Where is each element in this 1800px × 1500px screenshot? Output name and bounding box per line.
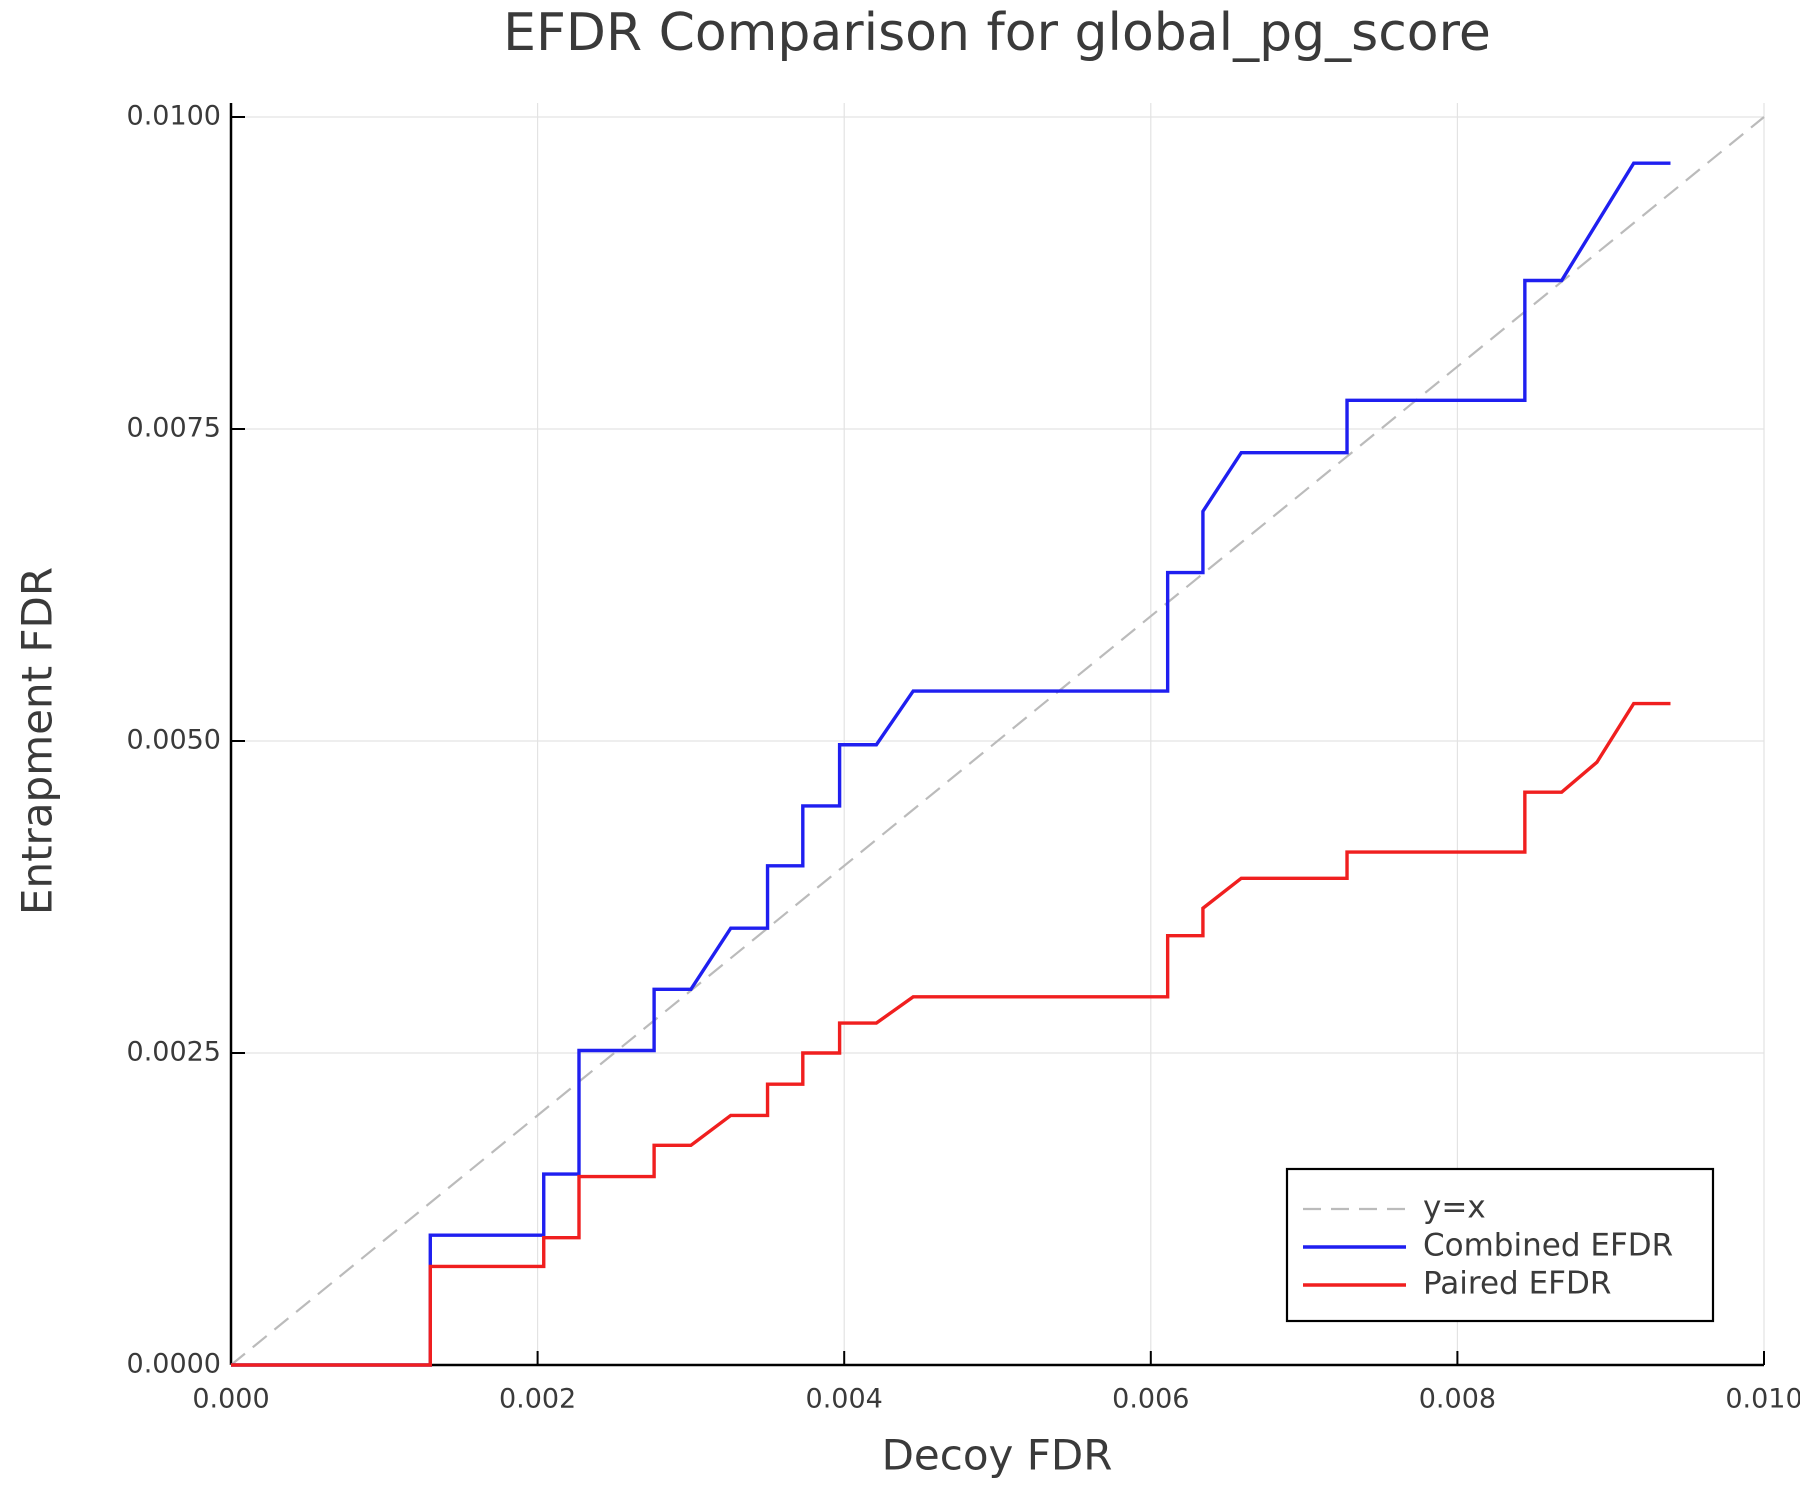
series-line bbox=[230, 116, 1765, 1366]
x-axis-label: Decoy FDR bbox=[882, 1431, 1113, 1480]
x-tick-label: 0.010 bbox=[1725, 1384, 1800, 1415]
y-tick-label: 0.0075 bbox=[127, 413, 221, 444]
chart-title: EFDR Comparison for global_pg_score bbox=[503, 3, 1491, 63]
y-tick-label: 0.0100 bbox=[127, 101, 221, 132]
y-tick-label: 0.0025 bbox=[127, 1037, 221, 1068]
legend-label: Combined EFDR bbox=[1423, 1228, 1673, 1264]
legend-box bbox=[1285, 1167, 1715, 1323]
legend-label: y=x bbox=[1423, 1190, 1486, 1226]
x-tick-label: 0.002 bbox=[499, 1384, 576, 1415]
x-tick-label: 0.000 bbox=[192, 1384, 269, 1415]
series-line bbox=[231, 701, 1671, 1367]
y-tick-label: 0.0050 bbox=[127, 725, 221, 756]
y-axis-label: Entrapment FDR bbox=[13, 567, 62, 915]
y-tick-label: 0.0000 bbox=[127, 1349, 221, 1380]
legend-label: Paired EFDR bbox=[1423, 1266, 1611, 1302]
x-tick-label: 0.006 bbox=[1112, 1384, 1189, 1415]
x-tick-label: 0.004 bbox=[806, 1384, 883, 1415]
x-tick-label: 0.008 bbox=[1419, 1384, 1496, 1415]
series-line bbox=[231, 161, 1671, 1367]
